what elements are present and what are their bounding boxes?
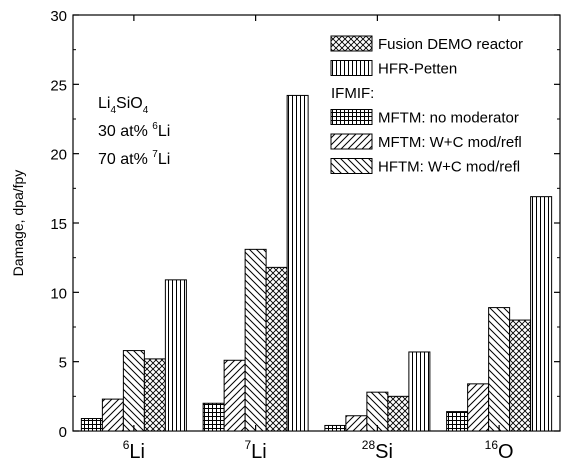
legend-label: MFTM: no moderator xyxy=(378,110,519,127)
y-axis: 0 5 10 15 20 25 30 xyxy=(50,8,560,441)
bar xyxy=(143,358,166,432)
legend-heading: IFMIF: xyxy=(331,85,374,102)
x-axis: 6Li 7Li 28Si 16O xyxy=(123,15,514,463)
annotation-material: Li4SiO4 xyxy=(98,95,149,116)
bar xyxy=(387,395,410,432)
legend-swatch xyxy=(330,60,373,76)
bar xyxy=(202,402,225,432)
bar xyxy=(446,411,469,432)
bar xyxy=(101,398,124,432)
y-tick-label: 5 xyxy=(59,355,67,372)
legend-swatch xyxy=(330,133,373,150)
bar xyxy=(324,424,347,432)
bars-layer xyxy=(80,94,553,432)
bar xyxy=(244,248,267,432)
bar xyxy=(509,319,532,432)
legend: Fusion DEMO reactorHFR-PettenIFMIF:MFTM:… xyxy=(330,35,523,176)
bar xyxy=(265,266,288,432)
y-axis-label: Damage, dpa/fpy xyxy=(10,170,26,277)
legend-swatch xyxy=(330,109,373,125)
legend-label: HFTM: W+C mod/refl xyxy=(378,159,520,176)
x-tick-label: 16O xyxy=(485,438,514,463)
bar xyxy=(467,383,490,432)
legend-swatch xyxy=(330,158,373,174)
bar xyxy=(223,359,246,432)
bar xyxy=(80,418,103,432)
legend-swatch xyxy=(330,35,373,52)
annotation-line-li7: 70 at% 7Li xyxy=(98,149,170,168)
legend-label: Fusion DEMO reactor xyxy=(378,36,523,53)
y-tick-label: 30 xyxy=(50,8,67,25)
composition-annotation: Li4SiO4 30 at% 6Li 70 at% 7Li xyxy=(98,95,170,168)
x-tick-label: 7Li xyxy=(244,438,266,463)
x-tick-label: 28Si xyxy=(362,438,393,463)
bar xyxy=(488,307,511,432)
y-tick-label: 25 xyxy=(50,77,67,94)
bar xyxy=(122,350,145,432)
bar xyxy=(164,279,187,432)
bar xyxy=(345,415,368,432)
annotation-line-li6: 30 at% 6Li xyxy=(98,121,170,140)
legend-label: HFR-Petten xyxy=(378,61,457,78)
y-tick-label: 20 xyxy=(50,147,67,164)
y-tick-label: 15 xyxy=(50,216,67,233)
bar xyxy=(286,94,309,432)
legend-label: MFTM: W+C mod/refl xyxy=(378,134,522,151)
y-tick-label: 10 xyxy=(50,285,67,302)
y-tick-label: 0 xyxy=(59,424,67,441)
bar xyxy=(408,351,431,432)
bar xyxy=(530,196,553,432)
x-tick-label: 6Li xyxy=(123,438,145,463)
